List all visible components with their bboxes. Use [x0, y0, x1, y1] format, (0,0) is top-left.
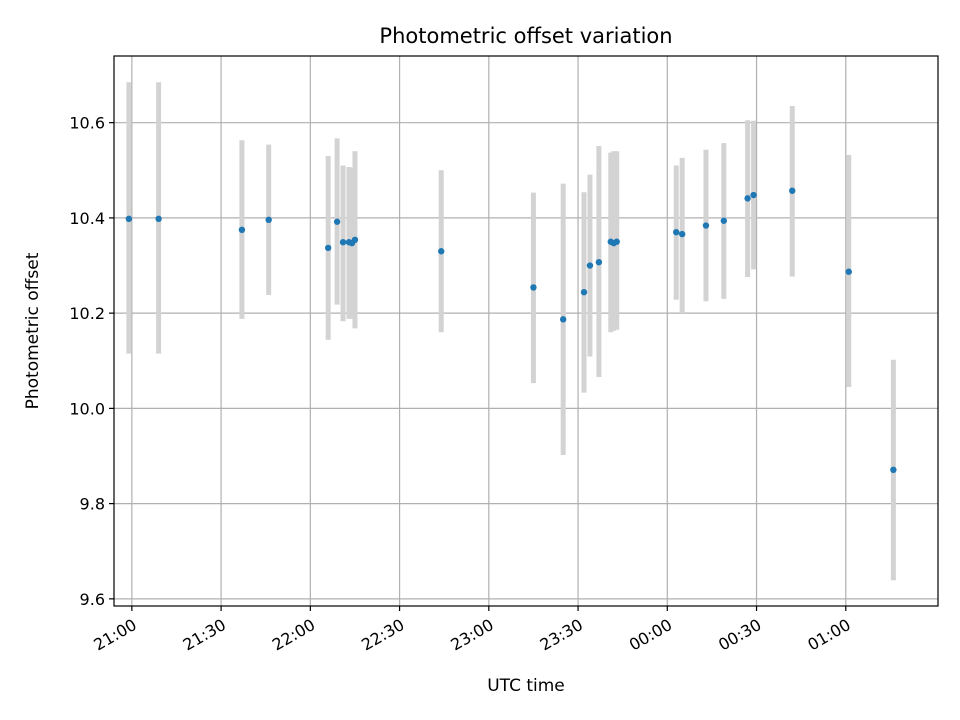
y-tick-label: 10.6	[69, 114, 105, 133]
data-point	[339, 238, 347, 246]
data-point	[324, 244, 332, 252]
x-tick-label: 21:30	[180, 615, 229, 655]
y-tick-label: 10.2	[69, 304, 105, 323]
data-point	[351, 236, 359, 244]
grid	[114, 56, 938, 606]
x-tick-label: 01:00	[804, 615, 853, 655]
y-tick-label: 9.8	[80, 495, 105, 514]
y-tick-label: 10.4	[69, 209, 105, 228]
x-tick-label: 22:00	[269, 615, 318, 655]
y-tick-label: 9.6	[80, 590, 105, 609]
x-tick-label: 00:00	[626, 615, 675, 655]
y-axis-title: Photometric offset	[23, 252, 43, 409]
data-point	[789, 187, 796, 194]
x-axis-title: UTC time	[487, 676, 565, 696]
data-point	[744, 195, 751, 202]
data-points	[125, 187, 897, 474]
x-tick-label: 23:00	[447, 615, 496, 655]
data-point	[890, 466, 897, 474]
data-point	[678, 230, 686, 238]
data-point	[613, 238, 620, 245]
data-point	[720, 217, 728, 224]
data-point	[559, 316, 567, 323]
x-tick-label: 22:30	[358, 615, 407, 655]
data-point	[595, 258, 603, 266]
y-axis: 9.6 9.8 10.0 10.2 10.4 10.6	[69, 114, 114, 609]
data-point	[333, 218, 341, 225]
y-tick-label: 10.0	[69, 399, 105, 418]
data-point	[750, 191, 757, 199]
data-point	[155, 215, 162, 223]
data-point	[530, 284, 537, 291]
data-point	[580, 288, 588, 296]
data-point	[673, 228, 680, 236]
x-tick-label: 21:00	[90, 615, 139, 655]
data-point	[702, 222, 710, 229]
data-point	[125, 215, 133, 223]
data-point	[586, 262, 594, 269]
x-tick-label: 23:30	[537, 615, 586, 655]
data-point	[238, 226, 246, 234]
data-point	[438, 248, 445, 255]
chart-title: Photometric offset variation	[379, 24, 672, 48]
data-point	[845, 268, 852, 275]
x-axis: 21:00 21:30 22:00 22:30 23:00 23:30 00:00 00:30…	[90, 606, 854, 655]
error-bars	[126, 82, 896, 581]
data-point	[265, 216, 272, 224]
plot-frame	[113, 55, 939, 607]
x-tick-label: 00:30	[715, 615, 764, 655]
